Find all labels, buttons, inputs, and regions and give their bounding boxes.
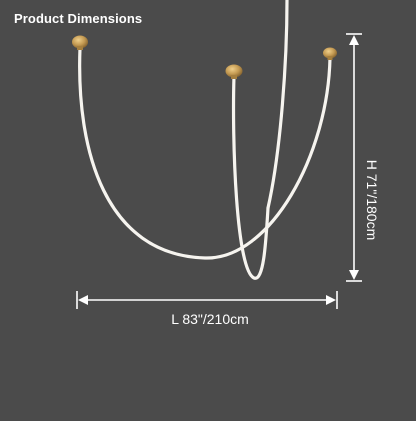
- narrow-loop-strip: [231, 74, 270, 280]
- height-dimension-label: H 71"/180cm: [364, 159, 380, 241]
- middle-canopy-icon: [225, 64, 243, 79]
- large-loop-strip: [78, 46, 332, 260]
- suspension-strip: [266, 0, 289, 210]
- left-canopy-icon: [72, 35, 88, 50]
- page-title: Product Dimensions: [14, 11, 143, 26]
- height-dimension-line: [346, 33, 362, 282]
- width-dimension-line: [76, 291, 338, 309]
- right-canopy-icon: [323, 47, 337, 60]
- width-dimension-label: L 83"/210cm: [171, 311, 249, 327]
